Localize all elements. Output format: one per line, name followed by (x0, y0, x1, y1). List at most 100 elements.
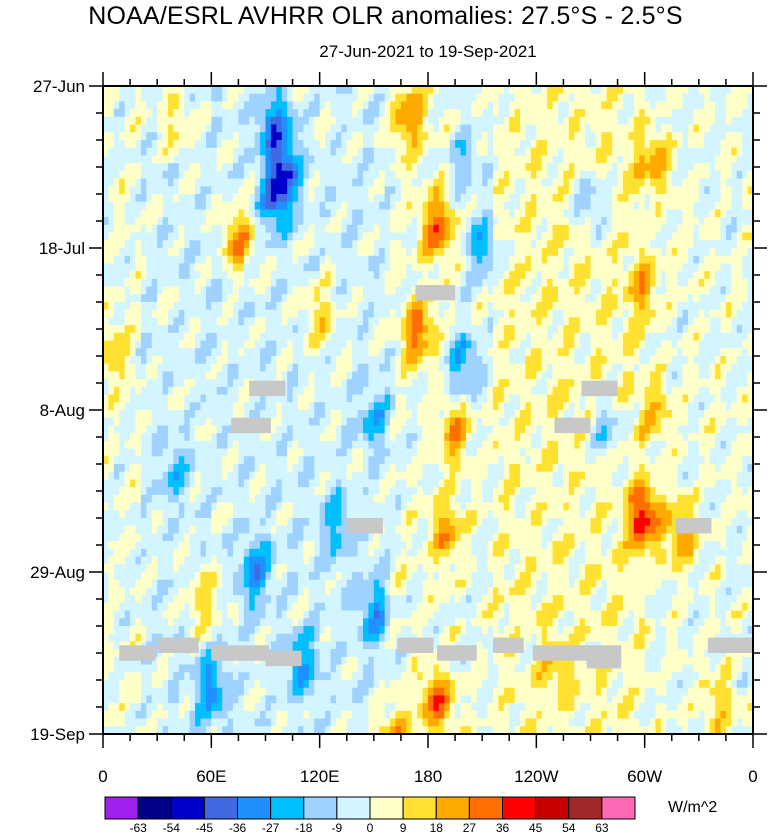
field-cell (151, 116, 158, 126)
field-cell (390, 240, 397, 249)
field-cell (357, 101, 364, 110)
field-cell (124, 224, 131, 234)
field-cell (428, 317, 435, 326)
field-cell (146, 240, 153, 249)
field-cell (633, 232, 640, 241)
field-cell (736, 340, 743, 349)
field-cell (140, 240, 147, 249)
field-cell (417, 371, 424, 380)
field-cell (671, 317, 678, 326)
field-cell (536, 232, 543, 241)
field-cell (455, 132, 462, 141)
field-cell (184, 363, 191, 373)
field-cell (130, 209, 137, 218)
field-cell (677, 278, 684, 288)
field-cell (633, 340, 640, 349)
field-cell (606, 271, 613, 280)
field-cell (698, 186, 705, 195)
field-cell (742, 248, 749, 257)
field-cell (346, 140, 353, 149)
field-cell (249, 93, 256, 103)
field-cell (195, 325, 202, 334)
field-cell (184, 116, 191, 126)
field-cell (509, 379, 516, 388)
field-cell (189, 394, 196, 403)
field-cell (628, 101, 635, 110)
field-cell (146, 371, 153, 380)
field-cell (503, 402, 510, 411)
field-cell (709, 178, 716, 187)
field-cell (449, 309, 456, 319)
field-cell (633, 132, 640, 141)
field-cell (298, 224, 305, 234)
field-cell (308, 155, 315, 164)
field-cell (617, 325, 624, 334)
field-cell (330, 101, 337, 110)
field-cell (146, 147, 153, 157)
field-cell (406, 363, 413, 373)
field-cell (357, 194, 364, 203)
field-cell (216, 132, 223, 141)
field-cell (211, 178, 218, 187)
field-cell (639, 163, 646, 172)
field-cell (579, 217, 586, 226)
field-cell (178, 109, 185, 118)
field-cell (579, 363, 586, 373)
field-cell (617, 86, 624, 95)
field-cell (113, 178, 120, 187)
field-cell (558, 348, 565, 357)
field-cell (168, 147, 175, 157)
field-cell (709, 217, 716, 226)
field-cell (249, 209, 256, 218)
field-cell (276, 178, 283, 187)
field-cell (438, 356, 445, 365)
field-cell (487, 232, 494, 241)
field-cell (276, 201, 283, 211)
field-cell (487, 93, 494, 103)
field-cell (124, 371, 131, 380)
field-cell (151, 178, 158, 187)
field-cell (536, 263, 543, 272)
field-cell (444, 379, 451, 388)
field-cell (438, 224, 445, 234)
field-cell (487, 371, 494, 380)
field-cell (211, 302, 218, 311)
field-cell (352, 394, 359, 403)
field-cell (736, 147, 743, 157)
field-cell (444, 302, 451, 311)
field-cell (639, 255, 646, 265)
field-cell (395, 109, 402, 118)
field-cell (281, 194, 288, 203)
field-cell (406, 201, 413, 211)
field-cell (319, 209, 326, 218)
field-cell (238, 248, 245, 257)
field-cell (200, 379, 207, 388)
field-cell (709, 240, 716, 249)
field-cell (195, 155, 202, 164)
field-cell (460, 371, 467, 380)
field-cell (211, 132, 218, 141)
field-cell (363, 201, 370, 211)
field-cell (520, 101, 527, 110)
field-cell (146, 317, 153, 326)
field-cell (422, 386, 429, 396)
field-cell (400, 286, 407, 295)
field-cell (552, 132, 559, 141)
field-cell (725, 163, 732, 172)
field-cell (308, 194, 315, 203)
field-cell (514, 263, 521, 272)
field-cell (140, 132, 147, 141)
field-cell (487, 209, 494, 218)
field-cell (303, 386, 310, 396)
field-cell (346, 232, 353, 241)
field-cell (476, 194, 483, 203)
field-cell (276, 255, 283, 265)
field-cell (455, 302, 462, 311)
field-cell (363, 371, 370, 380)
field-cell (373, 209, 380, 218)
field-cell (639, 263, 646, 272)
field-cell (341, 255, 348, 265)
field-cell (747, 109, 753, 118)
field-cell (563, 255, 570, 265)
field-cell (585, 309, 592, 319)
